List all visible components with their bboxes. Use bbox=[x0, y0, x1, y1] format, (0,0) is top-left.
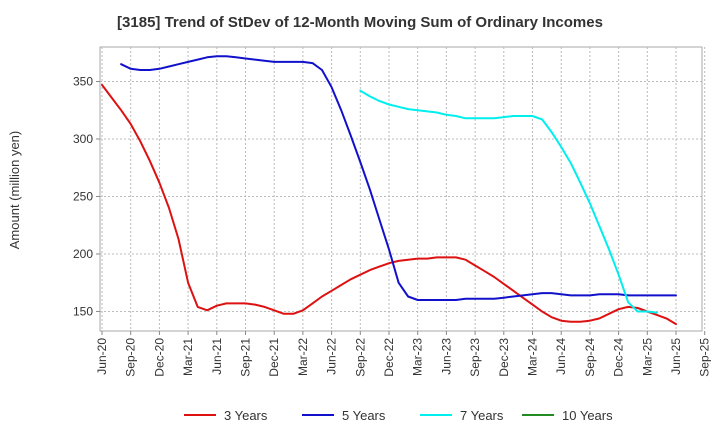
series-line-3-years bbox=[101, 83, 677, 326]
x-tick-label: Mar-23 bbox=[411, 338, 425, 376]
y-tick-label: 350 bbox=[73, 74, 93, 88]
series-line-5-years bbox=[120, 55, 677, 301]
x-tick-label: Jun-24 bbox=[554, 338, 568, 375]
x-tick-label: Mar-22 bbox=[296, 338, 310, 376]
x-tick-label: Dec-20 bbox=[152, 338, 166, 377]
x-tick-label: Sep-23 bbox=[468, 338, 482, 377]
x-tick-label: Dec-22 bbox=[382, 338, 396, 377]
x-tick-label: Mar-25 bbox=[640, 338, 654, 376]
y-tick-label: 200 bbox=[73, 247, 93, 261]
y-axis-ticks: 150 200 250 300 350 bbox=[73, 74, 100, 318]
x-axis-ticks: Jun-20 Sep-20 Dec-20 Mar-21 Jun-21 Sep-21 Dec-… bbox=[95, 331, 712, 377]
x-tick-label: Jun-25 bbox=[669, 338, 683, 375]
x-tick-label: Mar-24 bbox=[526, 338, 540, 376]
x-tick-label: Sep-21 bbox=[239, 338, 253, 377]
x-tick-label: Jun-21 bbox=[210, 338, 224, 375]
x-tick-label: Sep-25 bbox=[698, 338, 712, 377]
y-tick-label: 250 bbox=[73, 189, 93, 203]
x-tick-label: Sep-24 bbox=[583, 338, 597, 377]
legend-label: 7 Years bbox=[460, 408, 504, 423]
x-tick-label: Sep-22 bbox=[353, 338, 367, 377]
x-tick-label: Dec-21 bbox=[267, 338, 281, 377]
legend-label: 5 Years bbox=[342, 408, 386, 423]
x-tick-label: Jun-22 bbox=[325, 338, 339, 375]
y-tick-label: 150 bbox=[73, 304, 93, 318]
legend: 3 Years 5 Years 7 Years 10 Years bbox=[184, 408, 613, 423]
x-tick-label: Sep-20 bbox=[124, 338, 138, 377]
x-tick-label: Jun-23 bbox=[439, 338, 453, 375]
series-lines bbox=[101, 55, 677, 326]
y-tick-label: 300 bbox=[73, 132, 93, 146]
legend-label: 10 Years bbox=[562, 408, 613, 423]
x-tick-label: Jun-20 bbox=[95, 338, 109, 375]
x-tick-label: Dec-24 bbox=[612, 338, 626, 377]
y-axis-title: Amount (million yen) bbox=[7, 131, 22, 250]
legend-label: 3 Years bbox=[224, 408, 268, 423]
x-tick-label: Dec-23 bbox=[497, 338, 511, 377]
plot-area bbox=[99, 46, 703, 332]
x-tick-label: Mar-21 bbox=[181, 338, 195, 376]
series-line-7-years bbox=[359, 89, 658, 314]
chart-title: [3185] Trend of StDev of 12-Month Moving… bbox=[117, 14, 603, 31]
